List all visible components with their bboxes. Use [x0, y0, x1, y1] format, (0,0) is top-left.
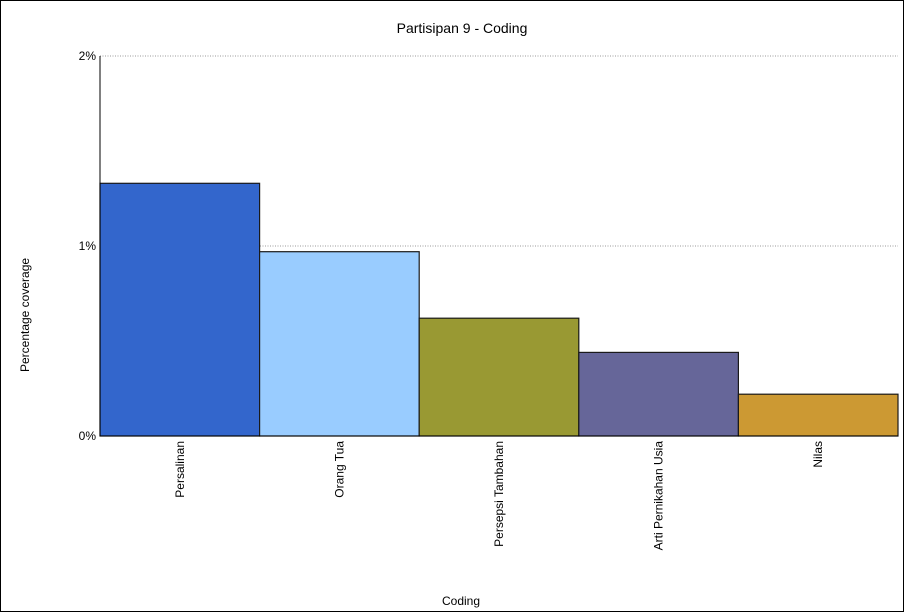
- x-tick-label: Arti Pernikahan Usia: [652, 441, 666, 551]
- x-tick-label: Orang Tua: [332, 441, 346, 498]
- bars: [99, 182, 899, 437]
- y-tick-label: 1%: [79, 239, 97, 253]
- y-tick-label: 2%: [79, 49, 97, 63]
- chart-title: Partisipan 9 - Coding: [397, 20, 528, 36]
- x-tick-label: Persalinan: [173, 441, 187, 498]
- x-axis-label: Coding: [442, 594, 480, 608]
- y-tick-label: 0%: [79, 429, 97, 443]
- x-tick-label: Persepsi Tambahan: [492, 441, 506, 547]
- bar: [578, 351, 739, 437]
- axes: [99, 56, 898, 437]
- x-tick-labels: Persalinan Orang Tua Persepsi Tambahan Arti…: [173, 441, 825, 551]
- x-tick-label: Nilas: [811, 441, 825, 468]
- bar: [418, 317, 580, 437]
- bar: [737, 393, 899, 437]
- bar: [99, 182, 261, 437]
- y-tick-labels: 0% 1% 2%: [79, 49, 97, 443]
- y-axis-label: Percentage coverage: [18, 258, 32, 372]
- bar: [259, 251, 420, 437]
